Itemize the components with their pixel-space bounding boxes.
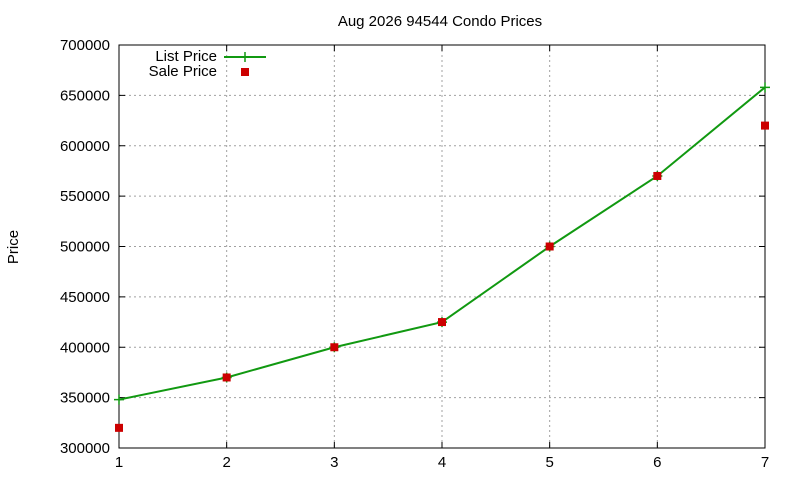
x-tick-label: 6 bbox=[653, 454, 661, 471]
data-point-list-price bbox=[114, 394, 124, 405]
x-tick-label: 7 bbox=[761, 454, 769, 471]
legend: List Price Sale Price bbox=[149, 48, 266, 80]
data-point-sale-price bbox=[761, 121, 769, 130]
y-tick-label: 450000 bbox=[60, 289, 110, 306]
x-axis-ticks: 1 2 3 4 5 6 7 bbox=[115, 45, 769, 471]
y-axis-label: Price bbox=[5, 230, 22, 264]
data-point-sale-price bbox=[115, 423, 123, 432]
x-tick-label: 3 bbox=[330, 454, 338, 471]
data-point-sale-price bbox=[438, 318, 446, 327]
y-tick-label: 550000 bbox=[60, 188, 110, 205]
data-point-sale-price bbox=[330, 343, 339, 352]
legend-label-sale-price: Sale Price bbox=[149, 63, 217, 80]
chart-title: Aug 2026 94544 Condo Prices bbox=[338, 13, 542, 30]
y-tick-label: 300000 bbox=[60, 440, 110, 457]
series-line-list-price bbox=[118, 86, 766, 401]
grid-lines bbox=[119, 45, 765, 448]
x-tick-label: 5 bbox=[545, 454, 553, 471]
y-tick-label: 500000 bbox=[60, 239, 110, 256]
data-point-list-price bbox=[760, 82, 770, 93]
data-point-sale-price bbox=[545, 242, 554, 251]
y-tick-label: 700000 bbox=[60, 37, 110, 54]
x-tick-label: 4 bbox=[438, 454, 446, 471]
legend-marker-list-price bbox=[240, 52, 250, 62]
x-tick-label: 1 bbox=[115, 454, 123, 471]
series-group bbox=[114, 82, 770, 432]
y-tick-label: 650000 bbox=[60, 87, 110, 104]
x-tick-label: 2 bbox=[222, 454, 230, 471]
legend-label-list-price: List Price bbox=[155, 48, 217, 65]
data-point-sale-price bbox=[222, 373, 231, 382]
y-tick-label: 600000 bbox=[60, 138, 110, 155]
y-tick-label: 400000 bbox=[60, 339, 110, 356]
legend-marker-sale-price bbox=[241, 68, 249, 76]
y-axis-ticks: 300000 350000 400000 450000 500000 550000 6000… bbox=[60, 37, 765, 457]
data-point-sale-price bbox=[653, 171, 662, 180]
y-tick-label: 350000 bbox=[60, 390, 110, 407]
